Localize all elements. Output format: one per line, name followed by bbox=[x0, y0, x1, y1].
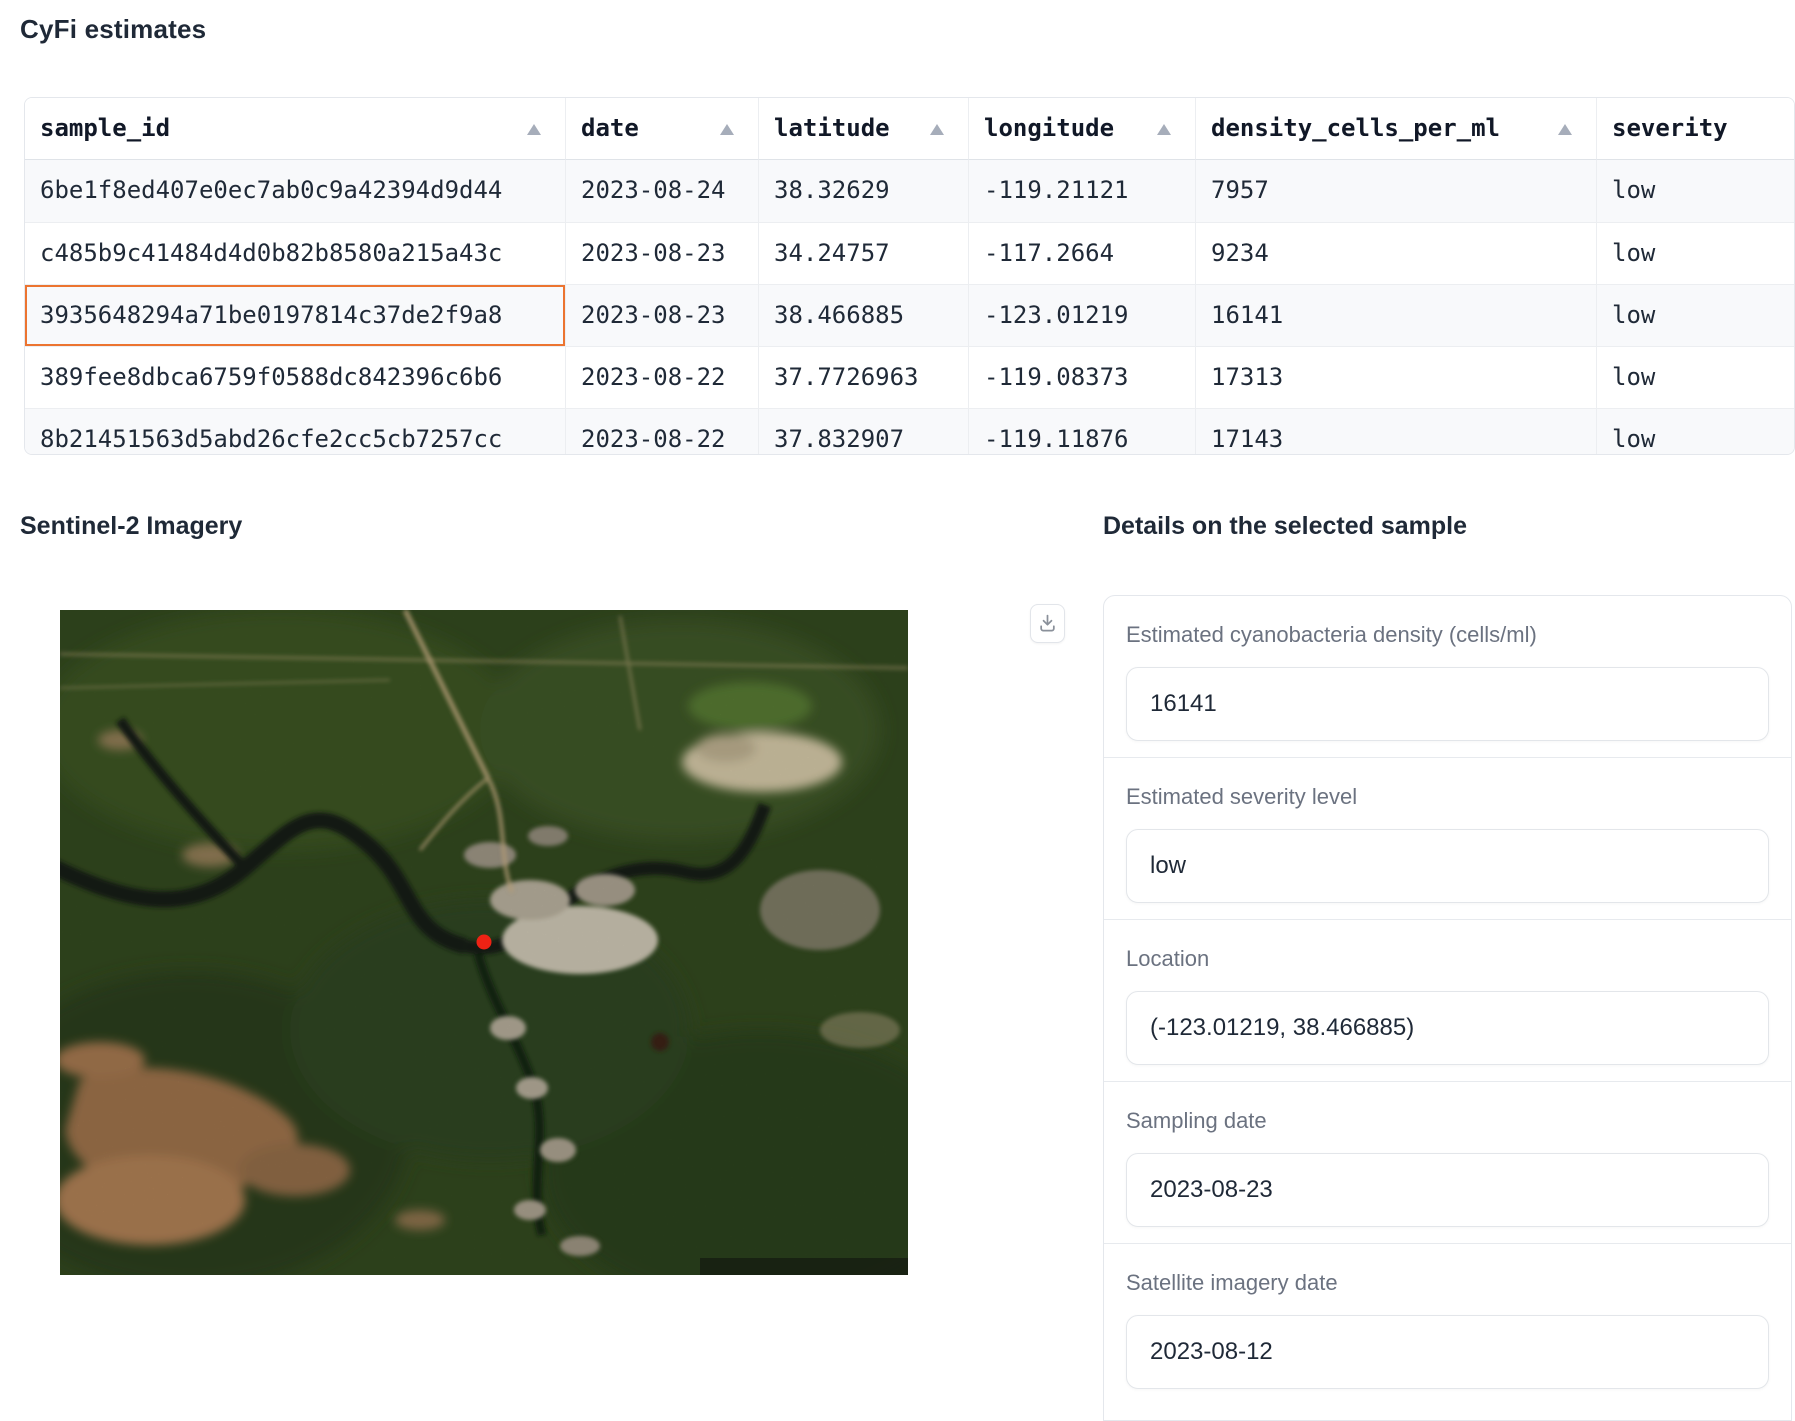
download-button[interactable] bbox=[1030, 604, 1065, 643]
location-label: Location bbox=[1126, 946, 1210, 971]
column-header-density_cells_per_ml[interactable]: density_cells_per_ml bbox=[1196, 98, 1597, 160]
table-cell[interactable]: 9234 bbox=[1196, 222, 1597, 284]
table-cell[interactable]: low bbox=[1597, 408, 1794, 454]
table-cell[interactable]: 2023-08-23 bbox=[566, 284, 759, 346]
table-cell[interactable]: 7957 bbox=[1196, 160, 1597, 222]
table-cell[interactable]: 37.7726963 bbox=[759, 346, 969, 408]
table-cell[interactable]: 2023-08-22 bbox=[566, 346, 759, 408]
table-cell[interactable]: 389fee8dbca6759f0588dc842396c6b6 bbox=[25, 346, 566, 408]
table-row: 389fee8dbca6759f0588dc842396c6b6 2023-08-… bbox=[25, 346, 1794, 408]
column-label: date bbox=[581, 114, 639, 142]
table-cell[interactable]: 8b21451563d5abd26cfe2cc5cb7257cc bbox=[25, 408, 566, 454]
imagery-date-label: Satellite imagery date bbox=[1126, 1270, 1338, 1295]
details-panel: Estimated cyanobacteria density (cells/m… bbox=[1103, 595, 1792, 1421]
detail-group-location: Location (-123.01219, 38.466885) bbox=[1104, 919, 1791, 1081]
density-label: Estimated cyanobacteria density (cells/m… bbox=[1126, 622, 1537, 647]
column-label: severity bbox=[1612, 114, 1728, 142]
table-cell[interactable]: low bbox=[1597, 222, 1794, 284]
sort-icon bbox=[1157, 124, 1171, 135]
imagery-section-heading: Sentinel-2 Imagery bbox=[20, 512, 243, 540]
sort-icon bbox=[1558, 124, 1572, 135]
column-label: longitude bbox=[984, 114, 1115, 142]
column-label: density_cells_per_ml bbox=[1211, 114, 1500, 142]
table-cell[interactable]: c485b9c41484d4d0b82b8580a215a43c bbox=[25, 222, 566, 284]
estimates-table: sample_id date latitude longitude density_ce… bbox=[24, 97, 1795, 455]
sort-icon bbox=[930, 124, 944, 135]
table-cell[interactable]: 38.32629 bbox=[759, 160, 969, 222]
detail-group-imagery-date: Satellite imagery date 2023-08-12 bbox=[1104, 1243, 1791, 1405]
table-header-row: sample_id date latitude longitude density_ce… bbox=[25, 98, 1794, 160]
table-cell[interactable]: 17313 bbox=[1196, 346, 1597, 408]
satellite-image bbox=[60, 610, 908, 1275]
severity-input[interactable]: low bbox=[1126, 829, 1769, 903]
detail-group-severity: Estimated severity level low bbox=[1104, 757, 1791, 919]
table-cell[interactable]: 16141 bbox=[1196, 284, 1597, 346]
table-cell[interactable]: 38.466885 bbox=[759, 284, 969, 346]
severity-label: Estimated severity level bbox=[1126, 784, 1358, 809]
table-cell[interactable]: low bbox=[1597, 160, 1794, 222]
column-header-severity[interactable]: severity bbox=[1597, 98, 1794, 160]
detail-group-sampling-date: Sampling date 2023-08-23 bbox=[1104, 1081, 1791, 1243]
location-input[interactable]: (-123.01219, 38.466885) bbox=[1126, 991, 1769, 1065]
column-header-sample_id[interactable]: sample_id bbox=[25, 98, 566, 160]
density-input[interactable]: 16141 bbox=[1126, 667, 1769, 741]
table-row: c485b9c41484d4d0b82b8580a215a43c 2023-08-… bbox=[25, 222, 1794, 284]
column-header-date[interactable]: date bbox=[566, 98, 759, 160]
table-cell[interactable]: 2023-08-23 bbox=[566, 222, 759, 284]
sort-icon bbox=[527, 124, 541, 135]
column-header-longitude[interactable]: longitude bbox=[969, 98, 1196, 160]
table-cell[interactable]: 6be1f8ed407e0ec7ab0c9a42394d9d44 bbox=[25, 160, 566, 222]
column-label: latitude bbox=[774, 114, 890, 142]
imagery-date-input[interactable]: 2023-08-12 bbox=[1126, 1315, 1769, 1389]
sample-location-marker bbox=[476, 934, 492, 950]
table-row: 3935648294a71be0197814c37de2f9a8 2023-08-… bbox=[25, 284, 1794, 346]
download-icon bbox=[1038, 613, 1057, 634]
table-cell[interactable]: -119.11876 bbox=[969, 408, 1196, 454]
table-cell[interactable]: 2023-08-24 bbox=[566, 160, 759, 222]
column-header-latitude[interactable]: latitude bbox=[759, 98, 969, 160]
sort-icon bbox=[720, 124, 734, 135]
sampling-date-input[interactable]: 2023-08-23 bbox=[1126, 1153, 1769, 1227]
column-label: sample_id bbox=[40, 114, 171, 142]
details-section-heading: Details on the selected sample bbox=[1103, 512, 1468, 540]
table-cell[interactable]: 34.24757 bbox=[759, 222, 969, 284]
table-cell[interactable]: 17143 bbox=[1196, 408, 1597, 454]
table-body: 6be1f8ed407e0ec7ab0c9a42394d9d44 2023-08-… bbox=[25, 160, 1794, 454]
table-cell[interactable]: 2023-08-22 bbox=[566, 408, 759, 454]
table-cell-selected[interactable]: 3935648294a71be0197814c37de2f9a8 bbox=[25, 284, 566, 346]
table-cell[interactable]: low bbox=[1597, 284, 1794, 346]
table-row: 6be1f8ed407e0ec7ab0c9a42394d9d44 2023-08-… bbox=[25, 160, 1794, 222]
table-cell[interactable]: -117.2664 bbox=[969, 222, 1196, 284]
page-title: CyFi estimates bbox=[20, 14, 207, 44]
table-cell[interactable]: 37.832907 bbox=[759, 408, 969, 454]
table-cell[interactable]: -119.21121 bbox=[969, 160, 1196, 222]
table-row: 8b21451563d5abd26cfe2cc5cb7257cc 2023-08-… bbox=[25, 408, 1794, 454]
table-cell[interactable]: -123.01219 bbox=[969, 284, 1196, 346]
table-cell[interactable]: low bbox=[1597, 346, 1794, 408]
detail-group-density: Estimated cyanobacteria density (cells/m… bbox=[1104, 596, 1791, 757]
sampling-date-label: Sampling date bbox=[1126, 1108, 1267, 1133]
table-cell[interactable]: -119.08373 bbox=[969, 346, 1196, 408]
